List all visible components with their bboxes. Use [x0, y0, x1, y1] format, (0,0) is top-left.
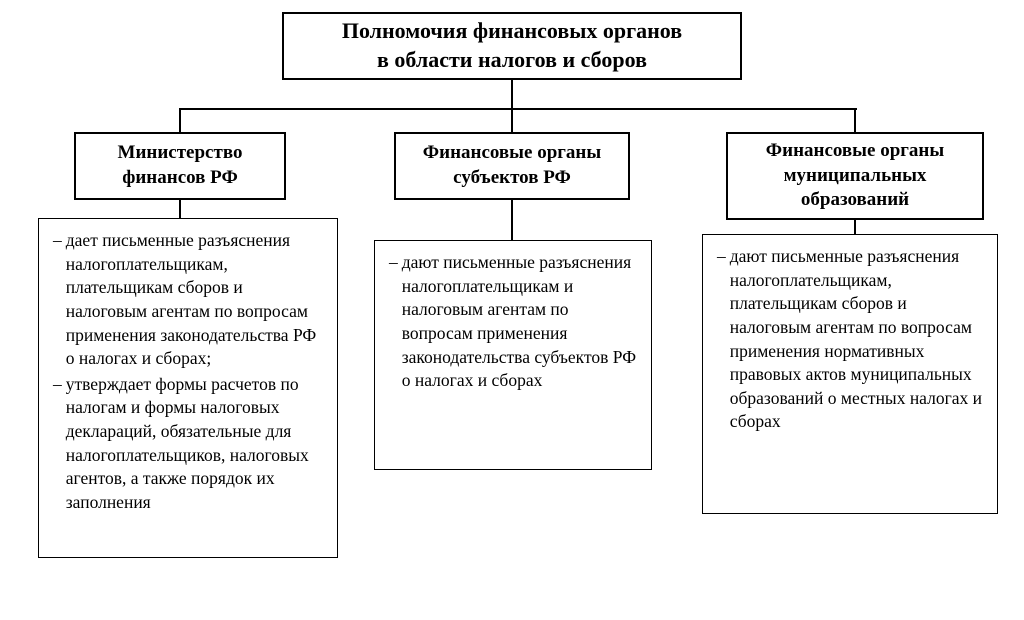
branch-header-1: Финансовые органы субъектов РФ: [394, 132, 630, 200]
dash-icon: –: [717, 245, 730, 434]
branch-content-2: –дают письменные разъяснения налогоплате…: [702, 234, 998, 514]
dash-icon: –: [53, 373, 66, 515]
connector-line: [854, 108, 856, 132]
dash-icon: –: [389, 251, 402, 393]
list-item-text: утверждает формы расчетов по налогам и ф…: [66, 373, 323, 515]
connector-line: [511, 108, 513, 132]
list-item-text: дают письменные разъяснения налогоплател…: [402, 251, 637, 393]
connector-line: [511, 80, 513, 108]
list-item: –утверждает формы расчетов по налогам и …: [53, 373, 323, 515]
branch-content-1: –дают письменные разъяснения налогоплате…: [374, 240, 652, 470]
root-line2: в области налогов и сборов: [377, 46, 647, 75]
branch-2-line2: муниципальных: [784, 164, 927, 189]
connector-line: [180, 108, 857, 110]
branch-content-0: –дает письменные разъяснения налогоплате…: [38, 218, 338, 558]
list-item: –дает письменные разъяснения налогоплате…: [53, 229, 323, 371]
connector-line: [511, 200, 513, 240]
list-item-text: дает письменные разъяснения налогоплател…: [66, 229, 323, 371]
connector-line: [854, 220, 856, 234]
root-line1: Полномочия финансовых органов: [342, 17, 682, 46]
branch-1-line2: субъектов РФ: [453, 166, 571, 191]
branch-0-line2: финансов РФ: [122, 166, 238, 191]
branch-header-2: Финансовые органы муниципальных образова…: [726, 132, 984, 220]
branch-2-line3: образований: [801, 188, 909, 213]
branch-0-line1: Министерство: [118, 141, 243, 166]
list-item: –дают письменные разъяснения налогоплате…: [389, 251, 637, 393]
branch-1-line1: Финансовые органы: [423, 141, 601, 166]
list-item: –дают письменные разъяснения налогоплате…: [717, 245, 983, 434]
root-node: Полномочия финансовых органов в области …: [282, 12, 742, 80]
branch-2-line1: Финансовые органы: [766, 139, 944, 164]
dash-icon: –: [53, 229, 66, 371]
connector-line: [179, 200, 181, 218]
list-item-text: дают письменные разъяснения налогоплател…: [730, 245, 983, 434]
connector-line: [179, 108, 181, 132]
branch-header-0: Министерство финансов РФ: [74, 132, 286, 200]
